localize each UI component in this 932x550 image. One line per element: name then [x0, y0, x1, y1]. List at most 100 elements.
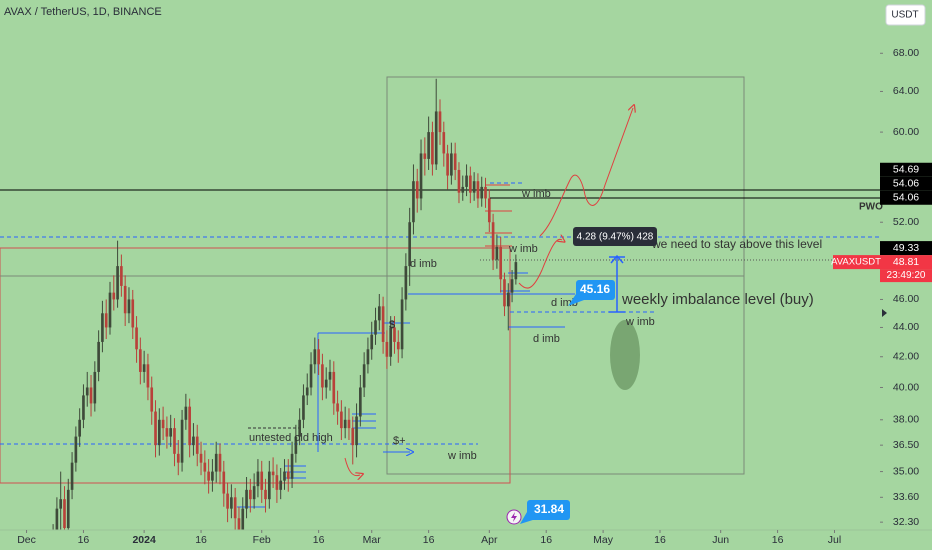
annotation: PWO [859, 202, 883, 213]
candle-body [218, 453, 222, 472]
price-label-box [880, 162, 932, 177]
candle-body [408, 222, 411, 267]
price-label: 54.69 [893, 164, 919, 176]
price-label-box [880, 190, 932, 205]
candle-body [256, 471, 260, 487]
x-tick-label: Jun [712, 534, 729, 546]
candle-body [294, 436, 298, 454]
candle-body [188, 406, 191, 446]
candle-body [427, 132, 430, 159]
candle-body [309, 364, 313, 388]
projection-path [539, 108, 633, 237]
candle-body [385, 341, 389, 357]
candle-body [510, 279, 514, 293]
y-tick-label: 64.00 [893, 85, 919, 97]
candle-body [78, 419, 81, 437]
candle-body [340, 411, 343, 429]
candle-body [393, 327, 396, 342]
candle-body [192, 436, 195, 446]
candle-body [419, 153, 423, 199]
candle-body [446, 153, 449, 176]
candle-body [472, 181, 476, 193]
candle-body [336, 403, 339, 412]
target-zone [610, 320, 640, 390]
currency-label[interactable]: USDT [891, 10, 918, 21]
x-tick-label: 16 [313, 534, 325, 546]
currency-button[interactable] [885, 4, 926, 26]
candle-body [241, 508, 245, 530]
candle-body [484, 186, 487, 199]
countdown-label: 23:49:20 [887, 270, 926, 281]
y-tick-label: 33.60 [893, 491, 919, 503]
y-tick-label: 36.50 [893, 439, 919, 451]
candle-body [412, 181, 415, 223]
candle-body [59, 499, 63, 509]
y-tick-label: 32.30 [893, 516, 919, 528]
x-tick-label: 16 [423, 534, 435, 546]
scroll-marker [882, 309, 887, 317]
candle-body [199, 453, 203, 463]
candle-body [180, 419, 184, 463]
candle-body [476, 181, 480, 199]
y-tick-label: 35.00 [893, 465, 919, 477]
x-tick-label: Mar [363, 534, 382, 546]
candle-body [146, 364, 150, 388]
annotation: w imb [447, 450, 477, 462]
price-label-box [880, 241, 932, 256]
candle-body [343, 419, 347, 429]
price-tag [576, 280, 615, 300]
candle-body [101, 313, 104, 342]
candle-body [116, 266, 119, 300]
candle-body [469, 175, 472, 193]
annotation: w imb [521, 188, 551, 200]
candle-body [404, 266, 408, 300]
candle-body [203, 462, 207, 472]
candle-body [214, 453, 218, 472]
annotation: $ [389, 319, 395, 331]
symbol-box [833, 255, 880, 270]
candle-body [499, 246, 503, 280]
candle-body [370, 334, 374, 350]
candle-body [70, 462, 74, 490]
candle-body [252, 486, 256, 500]
candle-body [442, 132, 446, 154]
x-tick-label: 16 [772, 534, 784, 546]
annotation: w imb [508, 243, 538, 255]
candle-body [112, 292, 116, 300]
x-tick-label: 16 [540, 534, 552, 546]
candle-body [249, 489, 252, 500]
candle-body [362, 364, 366, 388]
candle-body [506, 292, 510, 307]
candle-body [321, 364, 324, 388]
candle-body [450, 153, 453, 176]
event-icon [511, 512, 517, 522]
y-tick-label: 42.00 [893, 351, 919, 363]
candle-body [176, 453, 180, 463]
candle-body [423, 153, 427, 159]
x-tick-label: 16 [195, 534, 207, 546]
candles [52, 78, 518, 530]
candle-body [74, 436, 78, 463]
candle-body [82, 395, 85, 420]
annotation: $+ [393, 435, 406, 447]
candle-body [324, 379, 328, 388]
price-tag-label: 31.84 [534, 502, 564, 516]
candle-body [157, 419, 161, 446]
price-label: 54.06 [893, 178, 919, 190]
y-tick-label: 40.00 [893, 381, 919, 393]
candle-body [97, 341, 100, 372]
candle-body [161, 419, 165, 429]
candle-body [226, 493, 229, 509]
y-tick-label: 44.00 [893, 321, 919, 333]
candle-body [298, 419, 301, 437]
candle-body [290, 453, 294, 479]
candle-body [431, 132, 434, 165]
candle-body [396, 341, 400, 350]
range-box [0, 247, 511, 484]
candle-body [453, 153, 457, 170]
candle-body [222, 471, 226, 494]
candle-body [400, 299, 404, 350]
annotations: w imb w imb d imb d imb d imb w imb w im… [249, 188, 883, 525]
candle-body [139, 349, 142, 372]
